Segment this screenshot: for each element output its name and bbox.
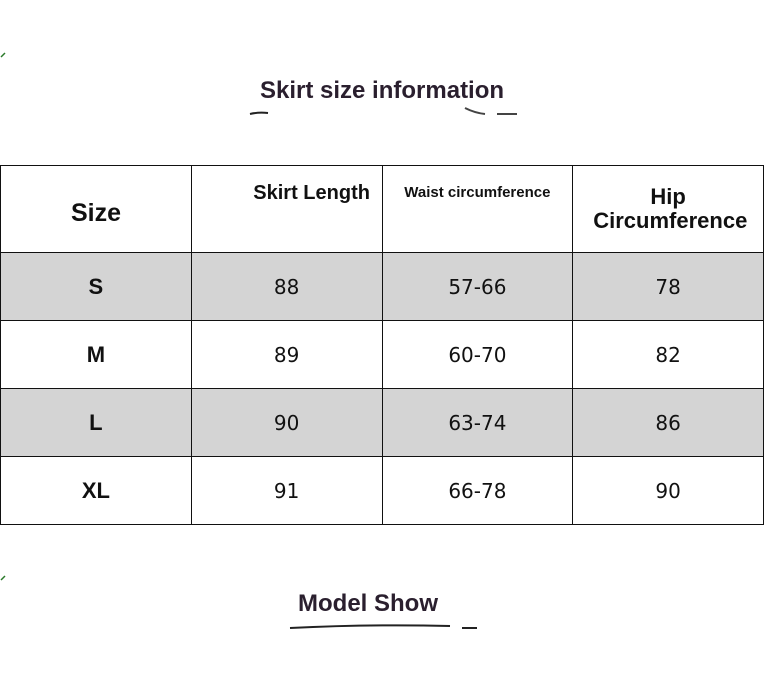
size-cell: XL — [0, 456, 192, 525]
value-cell: 91 — [190, 456, 383, 525]
value-cell: 66-78 — [381, 456, 574, 525]
table-row: M 89 60-70 82 — [0, 320, 764, 389]
value-cell: 88 — [190, 252, 383, 321]
size-cell: M — [0, 320, 192, 389]
value-cell: 89 — [190, 320, 383, 389]
value-cell: 60-70 — [381, 320, 574, 389]
value-cell: 82 — [572, 320, 764, 389]
value-cell: 63-74 — [381, 388, 574, 457]
column-header: Size — [0, 165, 192, 253]
table-row: S 88 57-66 78 — [0, 252, 764, 321]
header-row: Size Skirt Length Waist circumference Hip C… — [0, 165, 764, 253]
section-title: Skirt size information — [260, 77, 505, 104]
value-cell: 57-66 — [381, 252, 574, 321]
underline — [464, 107, 517, 115]
value-cell: 86 — [572, 388, 764, 457]
value-cell: 78 — [572, 252, 764, 321]
table-row: L 90 63-74 86 — [0, 388, 764, 457]
mark — [0, 52, 6, 581]
column-header: Hip Circumference — [572, 165, 764, 253]
underline — [249, 111, 269, 115]
column-header: Skirt Length — [190, 165, 383, 253]
value-cell: 90 — [190, 388, 383, 457]
size-table: Size Skirt Length Waist circumference Hip C… — [0, 165, 764, 525]
section-title: Model Show — [298, 590, 438, 617]
column-header: Waist circumference — [381, 165, 574, 253]
size-cell: S — [0, 252, 192, 321]
value-cell: 90 — [572, 456, 764, 525]
underline — [289, 624, 477, 629]
size-cell: L — [0, 388, 192, 457]
table-row: XL 91 66-78 90 — [0, 456, 764, 525]
